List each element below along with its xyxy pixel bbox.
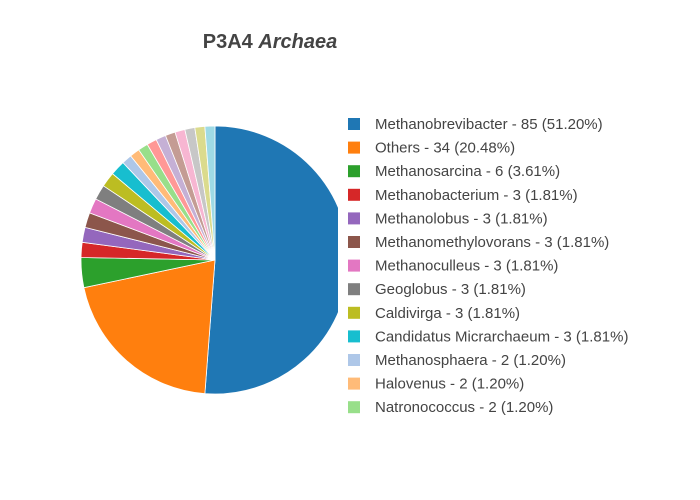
legend-swatch — [348, 283, 360, 296]
legend-label: Methanobacterium - 3 (1.81%) — [375, 187, 578, 204]
legend-label: Methanolobus - 3 (1.81%) — [375, 210, 548, 227]
legend-label: Geoglobus - 3 (1.81%) — [375, 281, 526, 298]
legend-label: Methanobrevibacter - 85 (51.20%) — [375, 116, 603, 133]
legend-label: Caldivirga - 3 (1.81%) — [375, 305, 520, 322]
pie — [80, 125, 350, 395]
pie-slice — [204, 125, 350, 395]
legend-label: Candidatus Micrarchaeum - 3 (1.81%) — [375, 328, 628, 345]
legend-label: Natronococcus - 2 (1.20%) — [375, 399, 553, 416]
title-italic: Archaea — [257, 31, 337, 53]
legend-label: Methanomethylovorans - 3 (1.81%) — [375, 234, 609, 251]
legend-swatch — [348, 188, 360, 201]
legend-swatch — [348, 401, 360, 414]
legend-label: Methanosarcina - 6 (3.61%) — [375, 163, 560, 180]
legend-swatch — [348, 330, 360, 343]
pie-slice — [83, 259, 216, 395]
pie-slice — [204, 125, 216, 261]
legend-swatch — [348, 165, 360, 178]
legend-swatch — [348, 141, 360, 154]
legend-swatch — [348, 259, 360, 272]
legend-swatch — [348, 118, 360, 130]
legend-label: Methanosphaera - 2 (1.20%) — [375, 352, 566, 369]
legend-label: Others - 34 (20.48%) — [375, 140, 515, 157]
legend-swatch — [348, 377, 360, 390]
title-text: P3A4 — [203, 31, 254, 53]
legend-swatch — [348, 236, 360, 248]
legend: Methanobrevibacter - 85 (51.20%) Others -… — [348, 116, 628, 416]
legend-swatch — [348, 354, 360, 366]
chart-title: P3A4 Archaea — [203, 31, 338, 53]
legend-label: Methanoculleus - 3 (1.81%) — [375, 258, 558, 275]
legend-swatch — [348, 306, 360, 319]
legend-swatch — [348, 212, 360, 225]
legend-bg — [338, 100, 700, 430]
legend-label: Halovenus - 2 (1.20%) — [375, 376, 524, 393]
